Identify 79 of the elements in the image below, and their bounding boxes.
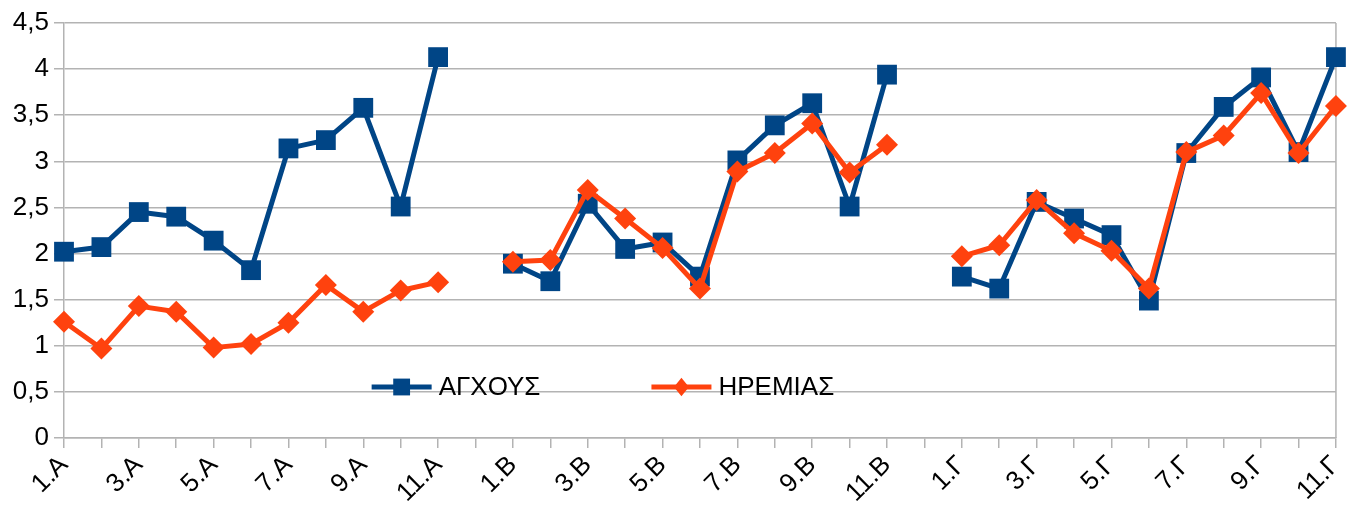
point xyxy=(1137,277,1160,300)
y-tick-label: 2 xyxy=(34,236,49,267)
point xyxy=(166,206,187,227)
point xyxy=(241,260,261,281)
x-tick-label: 3.Β xyxy=(548,449,598,498)
y-tick-label: 1 xyxy=(34,328,49,359)
point xyxy=(54,241,74,262)
point xyxy=(726,160,749,183)
point xyxy=(128,202,149,222)
y-tick-label: 0,5 xyxy=(12,375,49,406)
x-tick-label: 5.Γ xyxy=(1074,449,1121,496)
point xyxy=(540,271,561,292)
legend-label: ΑΓΧΟΥΣ xyxy=(438,371,541,402)
x-tick-label: 11.Α xyxy=(389,448,448,506)
point xyxy=(877,64,897,85)
point xyxy=(539,249,562,272)
point xyxy=(90,337,113,360)
point xyxy=(203,230,224,251)
point xyxy=(615,239,636,259)
x-tick-label: 7.Α xyxy=(248,448,299,498)
point xyxy=(688,277,711,300)
point xyxy=(91,237,112,257)
x-tick-label: 9.Γ xyxy=(1223,449,1271,496)
point xyxy=(576,178,599,201)
point xyxy=(951,266,972,287)
point xyxy=(801,112,824,135)
y-tick-label: 2,5 xyxy=(12,190,49,221)
y-tick-label: 4 xyxy=(34,52,49,83)
point xyxy=(277,311,300,334)
point xyxy=(876,133,899,156)
point xyxy=(989,278,1010,299)
x-tick-label: 9.Β xyxy=(772,449,822,498)
point xyxy=(988,234,1011,257)
x-tick-label: 7.Β xyxy=(697,449,747,498)
point xyxy=(1063,222,1086,245)
point xyxy=(53,310,75,333)
point xyxy=(1324,95,1347,117)
point xyxy=(1212,124,1235,147)
point xyxy=(427,271,450,294)
point xyxy=(202,336,225,359)
point xyxy=(764,115,785,136)
legend-label: ΗΡΕΜΙΑΣ xyxy=(718,371,835,402)
point xyxy=(763,142,786,165)
y-tick-label: 1,5 xyxy=(12,282,49,313)
y-tick-label: 3 xyxy=(34,144,49,175)
point xyxy=(1101,225,1122,246)
point xyxy=(1100,239,1123,262)
point xyxy=(1326,47,1346,68)
point xyxy=(614,207,637,230)
point xyxy=(428,47,448,68)
point xyxy=(390,196,411,217)
point xyxy=(651,237,674,260)
point xyxy=(839,196,860,217)
x-tick-label: 7.Γ xyxy=(1148,449,1196,496)
point xyxy=(389,279,412,302)
point xyxy=(1250,82,1273,105)
x-tick-label: 11.Β xyxy=(838,449,897,506)
y-tick-label: 4,5 xyxy=(12,6,49,37)
point xyxy=(127,295,150,318)
x-tick-label: 3.Γ xyxy=(999,449,1046,496)
point xyxy=(1251,67,1272,88)
point xyxy=(278,138,299,159)
point xyxy=(1213,97,1234,117)
point xyxy=(950,245,973,268)
x-tick-label: 5.Β xyxy=(623,449,672,498)
x-tick-label: 5.Α xyxy=(174,448,224,498)
point xyxy=(314,273,337,296)
point xyxy=(240,332,263,355)
point xyxy=(802,93,823,114)
point xyxy=(353,97,374,118)
x-tick-label: 3.Α xyxy=(99,448,149,498)
x-tick-label: 1.Γ xyxy=(924,449,972,496)
point xyxy=(315,130,336,151)
point xyxy=(352,300,375,323)
x-tick-label: 9.Α xyxy=(323,448,374,498)
x-tick-label: 1.Β xyxy=(473,449,523,498)
point xyxy=(838,161,861,184)
point xyxy=(165,300,188,323)
y-tick-label: 3,5 xyxy=(12,98,49,129)
